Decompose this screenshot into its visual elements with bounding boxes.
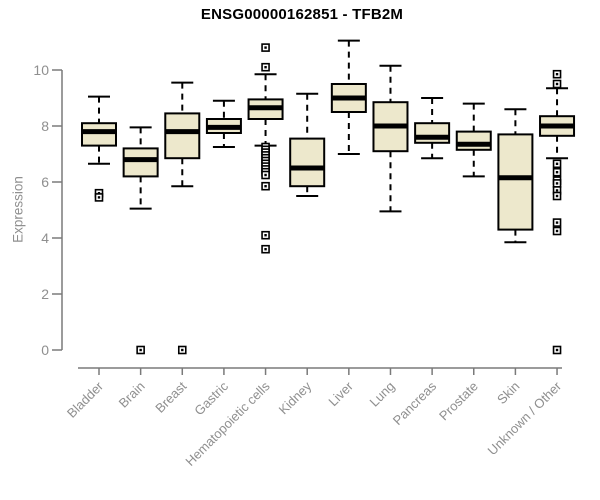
y-tick-label: 4 [41, 230, 49, 246]
x-tick-label-pancreas: Pancreas [390, 378, 440, 428]
box-kidney [289, 137, 326, 188]
y-tick-label: 8 [41, 118, 49, 134]
outlier-dot-unknown-other [555, 82, 559, 86]
y-tick-label: 0 [41, 342, 49, 358]
box-bladder [81, 122, 117, 147]
box-skin [497, 133, 534, 231]
outlier-dot-unknown-other [555, 348, 559, 352]
outlier-dot-hematopoietic-cells [264, 185, 267, 188]
x-tick-label-breast: Breast [152, 378, 189, 415]
outlier-dot-brain [139, 348, 142, 352]
outlier-dot-hematopoietic-cells [264, 66, 267, 69]
outlier-dot-hematopoietic-cells [264, 46, 267, 49]
outlier-dot-unknown-other [555, 182, 559, 185]
x-tick-label-bladder: Bladder [64, 378, 107, 421]
outlier-dot-unknown-other [555, 162, 559, 165]
outlier-dot-hematopoietic-cells [264, 234, 267, 237]
outlier-dot-hematopoietic-cells [264, 248, 267, 251]
outlier-dot-hematopoietic-cells [264, 173, 267, 177]
x-tick-label-kidney: Kidney [276, 378, 315, 417]
x-tick-label-liver: Liver [325, 378, 356, 409]
y-axis-label: Expression [10, 176, 26, 243]
x-tick-label-prostate: Prostate [436, 379, 481, 424]
outlier-dot-unknown-other [555, 171, 559, 174]
outlier-dot-unknown-other [555, 221, 559, 224]
box-pancreas [414, 122, 451, 144]
y-tick-label: 6 [41, 174, 49, 190]
chart-title: ENSG00000162851 - TFB2M [200, 6, 404, 23]
outlier-dot-breast [181, 348, 184, 352]
x-tick-label-unknown-other: Unknown / Other [485, 378, 565, 458]
outlier-dot-unknown-other [555, 229, 559, 233]
x-tick-label-brain: Brain [116, 379, 148, 411]
y-tick-label: 2 [41, 286, 49, 302]
x-tick-label-gastric: Gastric [191, 378, 231, 418]
y-tick-label: 10 [33, 62, 49, 78]
outlier-dot-unknown-other [555, 189, 559, 192]
x-tick-label-skin: Skin [494, 379, 522, 407]
outlier-dot-bladder [97, 196, 101, 199]
x-tick-label-lung: Lung [367, 379, 398, 410]
box-prostate [455, 130, 492, 151]
outlier-dot-unknown-other [555, 73, 559, 76]
outlier-dot-unknown-other [555, 194, 559, 198]
box-breast [164, 112, 201, 160]
box-brain [122, 147, 159, 178]
